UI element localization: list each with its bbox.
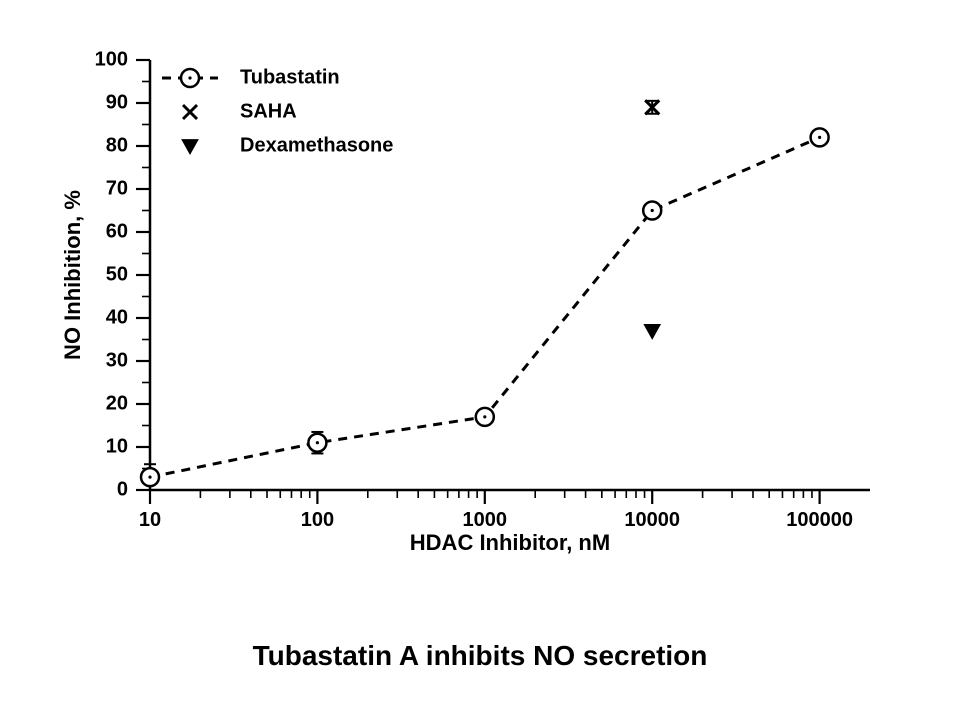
chart-svg: 0 10 20 30 40 50 60 70 80 90 100 NO Inhibition, % 10… (0, 0, 960, 600)
svg-text:100: 100 (95, 48, 128, 70)
legend-label-saha: SAHA (240, 100, 297, 122)
legend-label-tubastatin: Tubastatin (240, 66, 340, 88)
svg-text:NO Inhibition, %: NO Inhibition, % (60, 190, 85, 360)
svg-text:100: 100 (301, 509, 334, 531)
svg-text:10: 10 (106, 435, 128, 457)
svg-text:70: 70 (106, 177, 128, 199)
svg-text:90: 90 (106, 91, 128, 113)
svg-text:100000: 100000 (786, 509, 853, 531)
svg-text:60: 60 (106, 220, 128, 242)
svg-text:10: 10 (139, 509, 161, 531)
svg-text:30: 30 (106, 349, 128, 371)
svg-text:10000: 10000 (624, 509, 680, 531)
svg-text:80: 80 (106, 134, 128, 156)
figure-container: 0 10 20 30 40 50 60 70 80 90 100 NO Inhibition, % 10… (0, 0, 960, 720)
figure-caption: Tubastatin A inhibits NO secretion (0, 640, 960, 672)
svg-text:50: 50 (106, 263, 128, 285)
legend-label-dexamethasone: Dexamethasone (240, 134, 393, 156)
svg-text:1000: 1000 (463, 509, 508, 531)
svg-text:40: 40 (106, 306, 128, 328)
svg-text:HDAC Inhibitor, nM: HDAC Inhibitor, nM (410, 530, 610, 555)
svg-text:20: 20 (106, 392, 128, 414)
svg-text:0: 0 (117, 478, 128, 500)
